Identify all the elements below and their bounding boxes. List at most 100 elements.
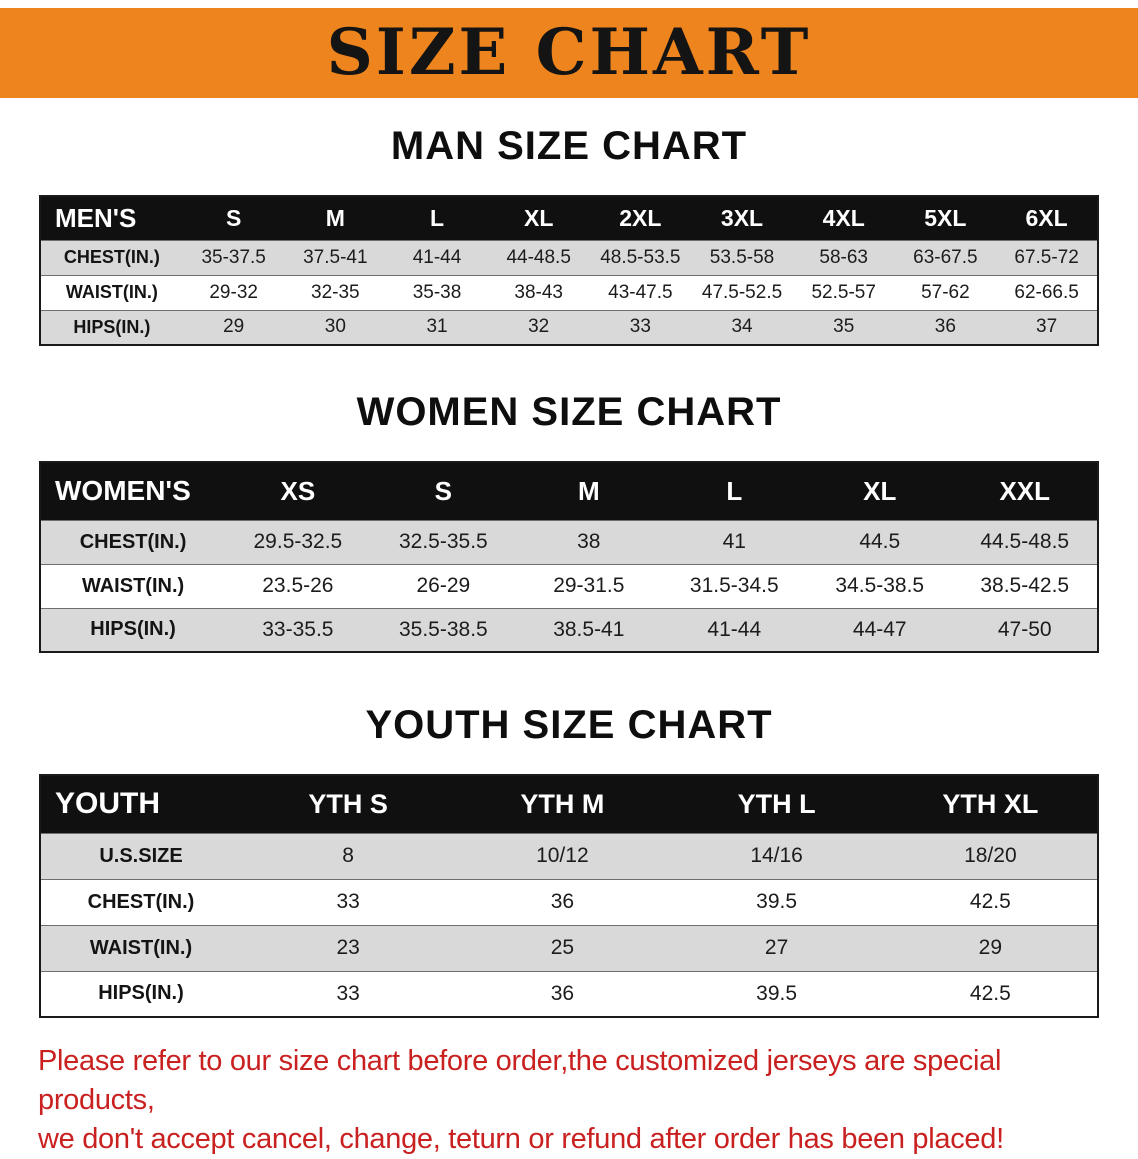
table-row: CHEST(IN.) 29.5-32.5 32.5-35.5 38 41 44.5 44.5… [40,520,1098,564]
table-cell: 44-47 [852,617,907,641]
youth-section-title: YOUTH SIZE CHART [365,703,773,747]
table-cell: 34 [731,316,753,338]
table-cell: 8 [342,844,354,867]
header-row: WOMEN'S XS S M L XL XXL [40,462,1098,520]
table-cell: 36 [550,981,575,1005]
table-cell: 42.5 [969,890,1011,913]
table-cell: 38 [577,530,601,553]
table-cell: 58-63 [819,246,868,268]
row-label: HIPS(IN.) [73,316,151,337]
row-label: WAIST(IN.) [65,282,158,302]
table-cell: 29-32 [209,281,258,303]
table-cell: 29.5-32.5 [253,530,343,553]
table-cell: 32-35 [311,281,360,303]
table-cell: 57-62 [921,281,970,303]
table-cell: 39.5 [756,981,798,1005]
column-header: XL [523,204,554,231]
header-row: MEN'S S M L XL 2XL 3XL 4XL 5XL 6XL [40,196,1098,240]
table-row: WAIST(IN.) 23 25 27 29 [40,925,1098,971]
table-cell: 63-67.5 [913,246,978,268]
women-size-table: WOMEN'S XS S M L XL XXL CHEST(IN.) 29.5-32.5 32.5… [39,461,1099,653]
table-cell: 31.5-34.5 [689,574,779,597]
table-cell: 35.5-38.5 [398,617,488,641]
table-cell: 34.5-38.5 [835,574,925,597]
page-title: SIZE CHART [326,15,812,90]
table-row: WAIST(IN.) 23.5-26 26-29 29-31.5 31.5-34.5 34… [40,564,1098,608]
table-cell: 18/20 [964,844,1017,867]
table-corner-label: WOMEN'S [55,475,191,507]
column-header: S [434,475,453,506]
table-cell: 35-37.5 [201,246,266,268]
row-label: HIPS(IN.) [98,982,184,1005]
table-cell: 26-29 [416,574,471,597]
men-section-title: MAN SIZE CHART [390,124,748,168]
column-header: XXL [999,475,1051,506]
table-cell: 62-66.5 [1014,281,1079,303]
order-policy-note: Please refer to our size chart before or… [38,1042,1108,1159]
row-label: WAIST(IN.) [89,936,193,959]
column-header: L [429,204,445,231]
table-cell: 36 [934,316,956,338]
table-cell: 27 [764,936,789,959]
table-cell: 29 [978,936,1003,959]
table-cell: 14/16 [750,844,803,867]
table-cell: 23.5-26 [262,574,334,597]
row-label: CHEST(IN.) [79,530,187,553]
table-cell: 33 [629,316,651,338]
row-label: HIPS(IN.) [90,618,176,641]
row-label: U.S.SIZE [99,844,183,867]
column-header: M [577,475,600,506]
order-policy-line-1: Please refer to our size chart before or… [38,1045,1002,1117]
column-header: M [325,204,345,231]
column-header: 4XL [822,204,865,231]
table-cell: 29 [223,316,245,338]
table-row: WAIST(IN.) 29-32 32-35 35-38 38-43 43-47.5 47.… [40,275,1098,310]
table-row: CHEST(IN.) 33 36 39.5 42.5 [40,879,1098,925]
table-cell: 32.5-35.5 [398,530,488,553]
table-cell: 44.5-48.5 [980,530,1070,553]
column-header: YTH S [308,788,388,819]
table-cell: 32 [528,316,550,338]
table-cell: 35 [833,316,855,338]
column-header: 2XL [619,204,662,231]
table-cell: 41-44 [707,617,762,641]
column-header: YTH L [737,788,816,819]
table-corner-label: YOUTH [55,787,160,821]
table-cell: 52.5-57 [811,281,876,303]
column-header: XL [863,475,897,506]
table-cell: 47-50 [997,617,1052,641]
women-size-section: WOMEN SIZE CHART WOMEN'S XS S M L XL XXL CHEST(… [0,390,1138,653]
table-corner-label: MEN'S [55,202,137,233]
column-header: YTH XL [942,788,1039,819]
table-cell: 38.5-41 [553,617,625,641]
table-cell: 33-35.5 [262,617,334,641]
table-cell: 31 [426,316,448,338]
table-cell: 41 [722,530,746,553]
men-size-table: MEN'S S M L XL 2XL 3XL 4XL 5XL 6XL CHEST(IN.) 35-37… [39,195,1099,346]
column-header: 6XL [1025,204,1068,231]
table-cell: 47.5-52.5 [701,281,783,303]
table-cell: 38-43 [514,281,563,303]
table-row: CHEST(IN.) 35-37.5 37.5-41 41-44 44-48.5 48.5… [40,240,1098,275]
header-row: YOUTH YTH S YTH M YTH L YTH XL [40,775,1098,833]
table-cell: 67.5-72 [1014,246,1079,268]
table-cell: 36 [550,890,575,913]
table-row: U.S.SIZE 8 10/12 14/16 18/20 [40,833,1098,879]
table-cell: 39.5 [756,890,798,913]
table-cell: 44-48.5 [506,246,571,268]
column-header: YTH M [520,788,605,819]
table-cell: 23 [336,936,360,959]
table-cell: 30 [324,316,346,338]
column-header: S [225,204,242,231]
women-section-title: WOMEN SIZE CHART [356,390,782,434]
column-header: XS [280,475,316,506]
table-row: HIPS(IN.) 33 36 39.5 42.5 [40,971,1098,1017]
table-cell: 33 [336,981,360,1005]
table-cell: 37 [1036,316,1058,338]
order-policy-line-2: we don't accept cancel, change, teturn o… [38,1123,1004,1156]
table-cell: 43-47.5 [608,281,673,303]
table-cell: 33 [336,890,360,913]
size-chart-banner: SIZE CHART [0,8,1138,98]
table-cell: 53.5-58 [709,246,775,268]
column-header: L [726,475,743,506]
